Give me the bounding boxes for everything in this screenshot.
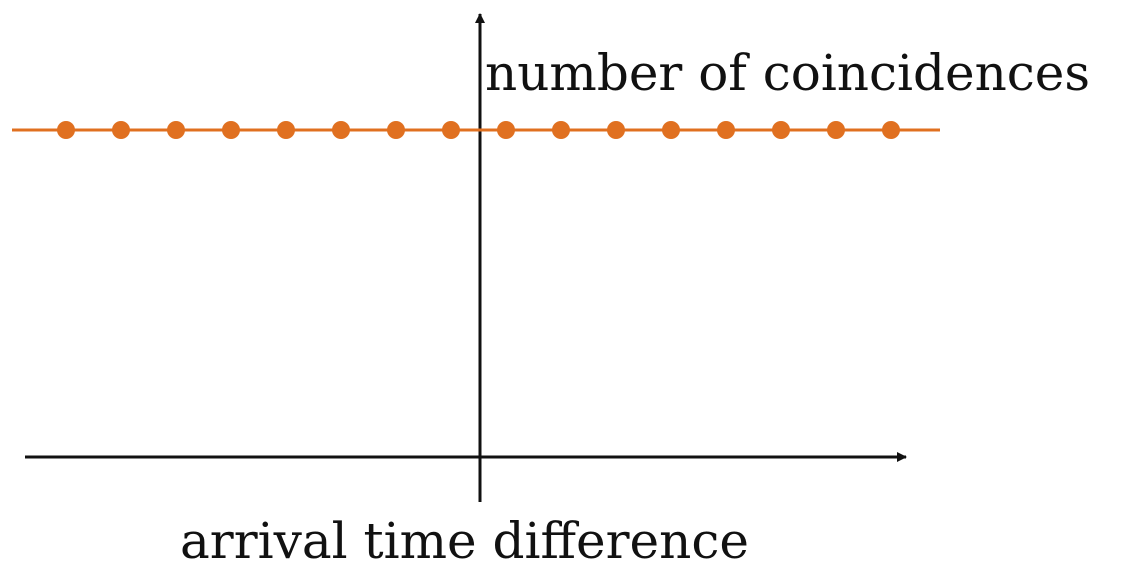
x-axis-label: arrival time difference [180, 512, 749, 564]
data-point [57, 121, 75, 139]
data-point [827, 121, 845, 139]
data-point [662, 121, 680, 139]
data-point [442, 121, 460, 139]
data-point [772, 121, 790, 139]
data-point [387, 121, 405, 139]
data-point [332, 121, 350, 139]
data-point [717, 121, 735, 139]
data-point [607, 121, 625, 139]
data-point [882, 121, 900, 139]
data-point [222, 121, 240, 139]
y-axis-label: number of coincidences [485, 44, 1090, 102]
data-point [277, 121, 295, 139]
data-point [497, 121, 515, 139]
data-point [167, 121, 185, 139]
data-point [112, 121, 130, 139]
series-layer [12, 121, 940, 139]
data-point [552, 121, 570, 139]
